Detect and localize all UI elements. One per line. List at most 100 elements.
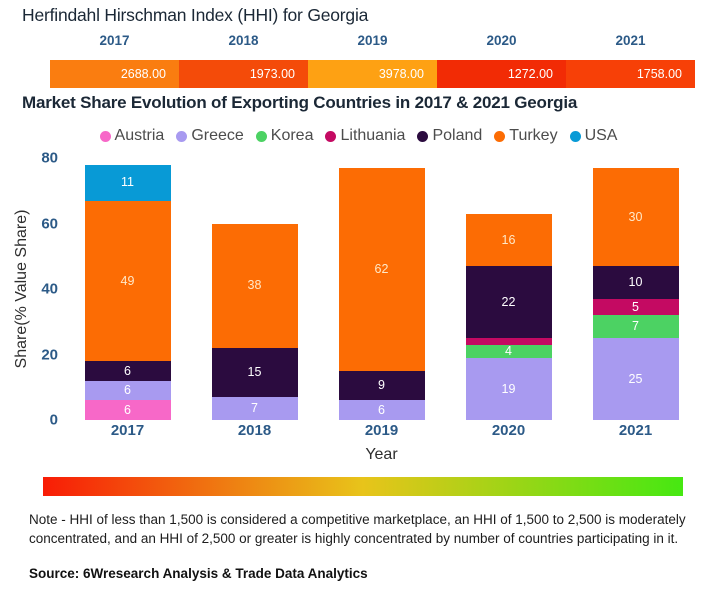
hhi-value-cell: 1758.00 [566,60,695,88]
legend-item-label: Austria [114,127,165,144]
legend-item-label: Turkey [509,127,558,144]
bar-column[interactable]: 6 9 62 [318,158,445,420]
legend-item-poland[interactable]: Poland [417,127,482,145]
legend-item-label: USA [584,127,618,144]
stacked-bar-chart: Share(% Value Share) 0 20 40 60 80 6 6 6 49 11 7 1… [0,150,717,463]
bar-segment-turkey[interactable]: 30 [592,167,679,267]
source-text: Source: 6Wresearch Analysis & Trade Data… [29,566,368,581]
bar-segment-label: 6 [124,383,131,398]
hhi-year-label: 2019 [357,33,388,48]
bar-segment-label: 10 [628,275,643,290]
bar-segment-poland[interactable]: 15 [211,347,298,398]
bar-column[interactable]: 25 7 5 10 30 [572,158,699,420]
chart-legend: Austria Greece Korea Lithuania Poland Turkey U… [0,127,717,145]
hhi-year-label: 2020 [486,33,517,48]
page-title: Herfindahl Hirschman Index (HHI) for Geo… [22,5,369,25]
y-tick-label: 20 [41,346,58,363]
legend-item-label: Poland [432,127,483,144]
x-axis-ticks: 2017 2018 2019 2020 2021 [64,422,699,439]
legend-swatch-icon [325,130,337,142]
bar-column[interactable]: 7 15 38 [191,158,318,420]
legend-swatch-icon [569,130,581,142]
legend-item-usa[interactable]: USA [569,127,618,145]
hhi-value-cell: 1973.00 [179,60,308,88]
bar-segment-label: 22 [501,294,516,309]
bar-segment-poland[interactable]: 9 [338,370,425,401]
bar-column[interactable]: 6 6 6 49 11 [64,158,191,420]
bar-segment-label: 62 [374,262,389,277]
bar-segment-turkey[interactable]: 49 [84,200,171,362]
bar-segment-turkey[interactable]: 62 [338,167,425,371]
hhi-year-label: 2018 [228,33,259,48]
bar-segment-poland[interactable]: 6 [84,361,171,381]
bar-segment-poland[interactable]: 22 [465,266,552,339]
x-tick-label: 2020 [491,422,526,439]
bar-segment-label: 6 [124,363,131,378]
hhi-value-cell: 1272.00 [437,60,566,88]
bar-segment-label: 5 [632,299,639,314]
bar-segment-greece[interactable]: 6 [338,400,425,420]
bar-segment-label: 11 [121,175,134,190]
hhi-year-label: 2021 [615,33,646,48]
bar-segment-label: 9 [378,378,385,393]
bar-segment-label: 38 [247,278,262,293]
x-tick-label: 2018 [237,422,272,439]
bar-segment-turkey[interactable]: 16 [465,213,552,267]
bar-segment-label: 49 [120,273,135,288]
legend-swatch-icon [99,130,111,142]
hhi-value-cell: 3978.00 [308,60,437,88]
legend-item-label: Korea [270,127,314,144]
bar-segment-austria[interactable]: 6 [84,400,171,420]
bar-column[interactable]: 19 4 22 16 [445,158,572,420]
legend-swatch-icon [494,130,506,142]
y-tick-label: 40 [41,280,58,298]
bar-segment-usa[interactable]: 11 [84,164,171,201]
x-tick-label: 2017 [110,422,145,439]
bar-segment-poland[interactable]: 10 [592,266,679,299]
stacked-bar[interactable]: 19 4 22 16 [465,213,552,420]
stacked-bar[interactable]: 6 6 6 49 11 [84,164,171,420]
note-text: Note - HHI of less than 1,500 is conside… [29,512,686,547]
hhi-gradient-scale [43,477,683,496]
bar-group: 6 6 6 49 11 7 15 38 6 9 62 19 4 22 16 25 7 5 10 30 [64,158,699,420]
legend-item-turkey[interactable]: Turkey [494,127,558,145]
bar-segment-label: 15 [247,365,262,380]
x-axis-title: Year [365,446,398,463]
hhi-value-cell: 2688.00 [50,60,179,88]
legend-item-lithuania[interactable]: Lithuania [325,127,405,145]
bar-segment-greece[interactable]: 7 [211,397,298,420]
hhi-year-header-row: 2017 2018 2019 2020 2021 [50,33,695,48]
stacked-bar[interactable]: 6 9 62 [338,167,425,420]
legend-item-greece[interactable]: Greece [176,127,244,145]
y-tick-label: 60 [41,215,58,232]
stacked-bar[interactable]: 7 15 38 [211,223,298,420]
bar-segment-label: 25 [628,371,643,386]
legend-item-label: Lithuania [340,127,406,144]
bar-segment-greece[interactable]: 19 [465,357,552,420]
bar-segment-lithuania[interactable] [465,338,552,345]
legend-swatch-icon [176,130,188,142]
hhi-year-label: 2017 [99,33,130,48]
legend-item-label: Greece [191,127,244,144]
legend-item-korea[interactable]: Korea [255,127,314,145]
bar-segment-label: 6 [124,402,131,417]
stacked-bar[interactable]: 25 7 5 10 30 [592,167,679,420]
hhi-value-bar: 2688.00 1973.00 3978.00 1272.00 1758.00 [50,60,695,88]
bar-segment-label: 30 [628,209,643,224]
bar-segment-greece[interactable]: 25 [592,338,679,420]
bar-segment-turkey[interactable]: 38 [211,223,298,348]
legend-swatch-icon [417,130,429,142]
x-tick-label: 2021 [618,422,653,439]
bar-segment-lithuania[interactable]: 5 [592,298,679,316]
x-tick-label: 2019 [364,422,399,439]
bar-segment-label: 6 [378,402,385,417]
bar-segment-korea[interactable]: 7 [592,315,679,339]
bar-segment-label: 19 [501,381,516,396]
y-tick-label: 0 [49,411,58,429]
bar-segment-korea[interactable]: 4 [465,344,552,358]
legend-item-austria[interactable]: Austria [99,127,165,145]
chart-title: Market Share Evolution of Exporting Coun… [22,93,578,112]
bar-segment-label: 16 [501,232,516,247]
bar-segment-greece[interactable]: 6 [84,380,171,401]
y-axis-ticks: Share(% Value Share) 0 20 40 60 80 [0,150,58,429]
